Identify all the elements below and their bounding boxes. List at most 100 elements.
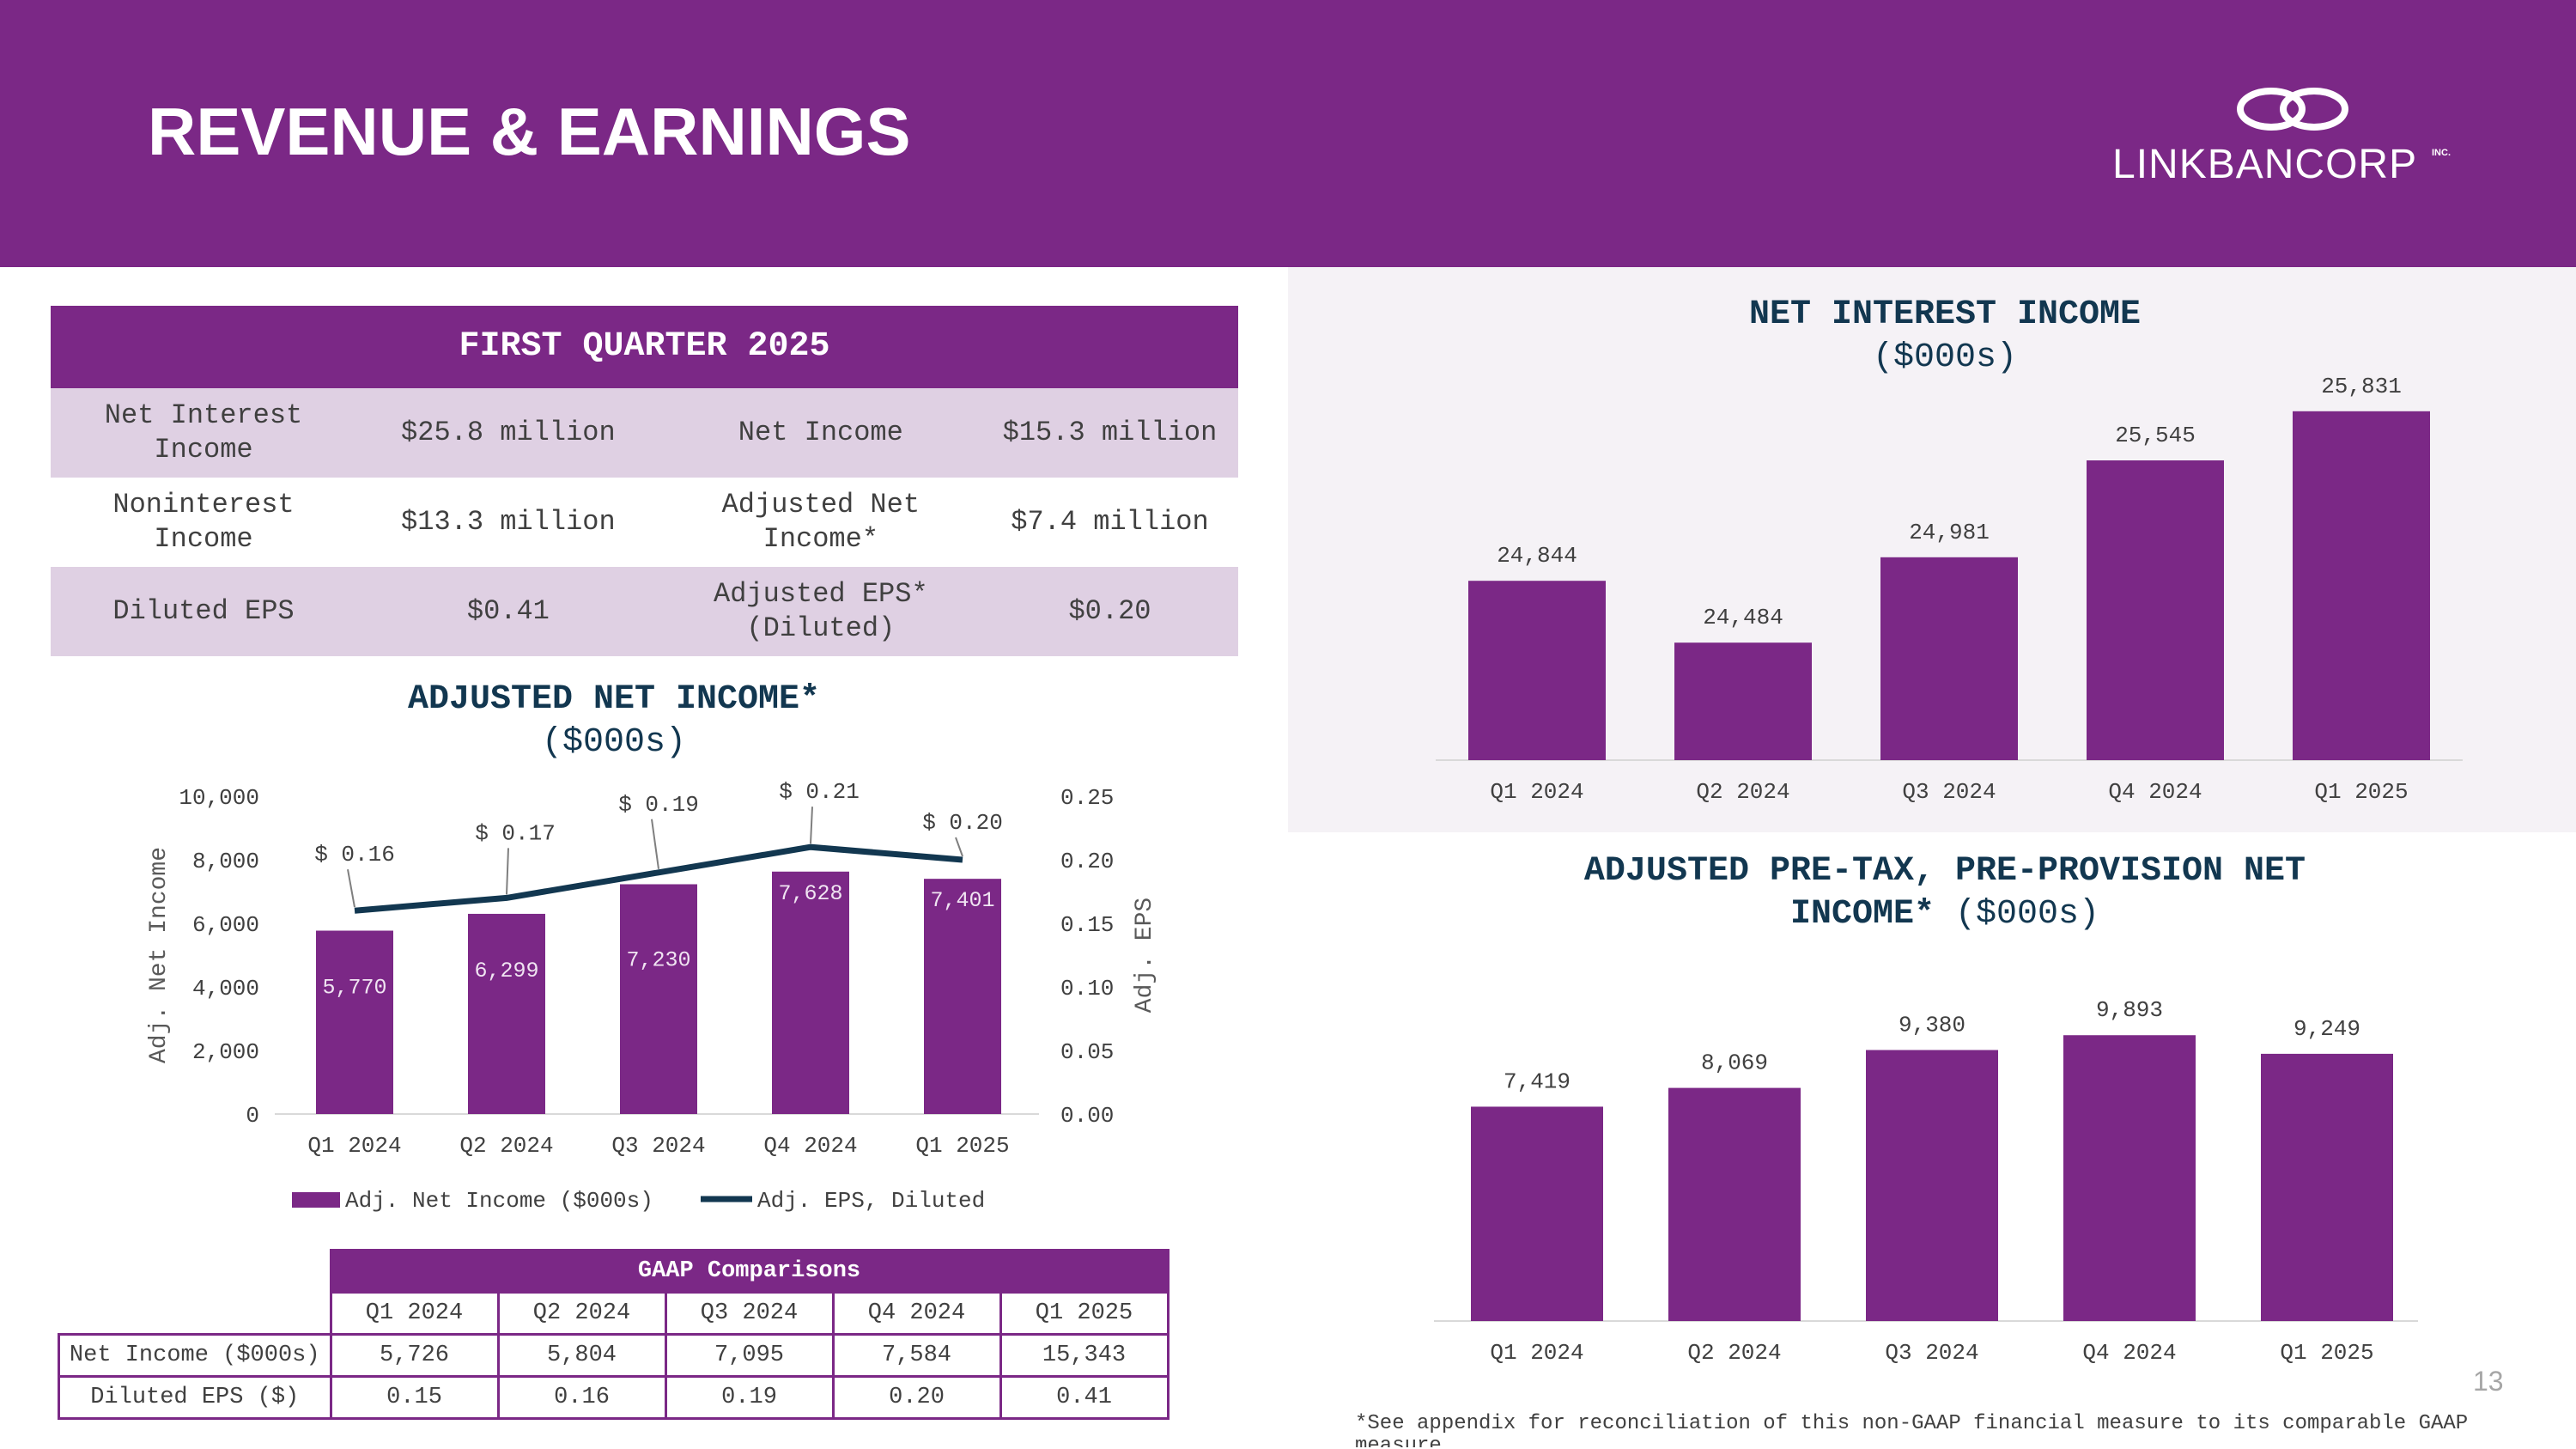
category-label: Q1 2025 — [2280, 1340, 2373, 1366]
y2-tick-label: 0.20 — [1060, 849, 1114, 874]
gaap-cell: 0.19 — [664, 1375, 835, 1420]
gaap-cell: 5,804 — [496, 1333, 667, 1378]
gaap-row-label: Net Income ($000s) — [58, 1333, 332, 1378]
y-tick-label: 10,000 — [179, 785, 259, 811]
y-tick-label: 0 — [246, 1103, 259, 1129]
eps-label: $ 0.20 — [922, 810, 1003, 836]
leader-line — [651, 819, 659, 869]
bar — [1468, 581, 1606, 760]
net-interest-income-chart: 24,844 Q1 2024 24,484 Q2 2024 24,981 Q3 2024 2… — [1436, 374, 2463, 805]
gaap-column-header: Q1 2024 — [329, 1291, 500, 1336]
category-label: Q1 2024 — [1490, 1340, 1583, 1366]
page-title: REVENUE & EARNINGS — [148, 94, 911, 169]
summary-cell: $7.4 million — [981, 478, 1238, 567]
nii-title-main: NET INTEREST INCOME — [1748, 295, 2142, 334]
gaap-column-header: Q3 2024 — [664, 1291, 835, 1336]
legend-label: Adj. Net Income ($000s) — [345, 1188, 653, 1214]
gaap-column-header: Q1 2025 — [999, 1291, 1170, 1336]
logo-text: LINKBANCORP — [2112, 142, 2418, 187]
leader-line — [347, 869, 355, 908]
bar — [1674, 642, 1812, 760]
adj-net-income-title: ADJUSTED NET INCOME* ($000s) — [206, 679, 1022, 764]
y2-tick-label: 0.10 — [1060, 976, 1114, 1002]
eps-label: $ 0.17 — [475, 820, 556, 846]
data-label: 7,401 — [930, 888, 994, 913]
bar — [1866, 1050, 1998, 1321]
bar — [2087, 460, 2224, 760]
data-label: 25,831 — [2321, 374, 2402, 399]
y2-tick-label: 0.15 — [1060, 912, 1114, 938]
data-label: 5,770 — [322, 976, 386, 1001]
y-tick-label: 2,000 — [192, 1039, 259, 1065]
gaap-row-label: Diluted EPS ($) — [58, 1375, 332, 1420]
bar — [468, 913, 545, 1114]
summary-cell: Net Income — [659, 388, 981, 478]
data-label: 24,981 — [1909, 520, 1990, 545]
bar — [316, 930, 393, 1114]
gaap-header-row: Q1 2024 Q2 2024 Q3 2024 Q4 2024 Q1 2025 — [59, 1291, 1170, 1336]
adj-net-income-title-main: ADJUSTED NET INCOME* — [407, 680, 821, 719]
category-label: Q4 2024 — [763, 1133, 857, 1159]
gaap-row: Diluted EPS ($) 0.15 0.16 0.19 0.20 0.41 — [58, 1375, 1170, 1420]
bar — [1880, 557, 2018, 760]
y-axis-label: Adj. Net Income — [146, 847, 173, 1063]
data-label: 6,299 — [474, 959, 538, 983]
bar — [1471, 1106, 1603, 1321]
data-label: 7,230 — [626, 947, 690, 972]
data-label: 25,545 — [2115, 423, 2196, 448]
legend-bar-swatch — [292, 1192, 340, 1208]
gaap-cell: 7,584 — [831, 1333, 1002, 1378]
y2-tick-label: 0.00 — [1060, 1103, 1114, 1129]
gaap-cell: 15,343 — [999, 1333, 1170, 1378]
category-label: Q2 2024 — [1687, 1340, 1781, 1366]
gaap-cell: 0.15 — [329, 1375, 500, 1420]
y2-tick-label: 0.05 — [1060, 1039, 1114, 1065]
summary-cell: Diluted EPS — [51, 567, 357, 656]
linked-rings-icon — [2237, 88, 2348, 131]
quarter-summary-table: FIRST QUARTER 2025 Net Interest Income $… — [51, 306, 1238, 656]
summary-cell: Adjusted EPS* (Diluted) — [659, 567, 981, 656]
leader-line — [506, 848, 509, 895]
gaap-cell: 0.20 — [831, 1375, 1002, 1420]
adj-net-income-title-sub: ($000s) — [541, 723, 687, 762]
summary-row: Noninterest Income $13.3 million Adjuste… — [51, 478, 1238, 567]
summary-cell: $0.20 — [981, 567, 1238, 656]
bar — [620, 884, 697, 1114]
data-label: 7,628 — [778, 881, 842, 906]
eps-line — [354, 843, 963, 914]
company-logo: LINKBANCORP INC. — [2112, 82, 2456, 194]
eps-label: $ 0.19 — [618, 792, 699, 818]
data-label: 8,069 — [1701, 1050, 1768, 1076]
legend-label: Adj. EPS, Diluted — [757, 1188, 985, 1214]
nii-title-sub: ($000s) — [1872, 338, 2018, 377]
summary-cell: $0.41 — [356, 567, 660, 656]
adj-net-income-chart: 0 2,000 4,000 6,000 8,000 10,000 0.00 0.05 0.10 0… — [146, 779, 1158, 1214]
data-label: 24,844 — [1497, 543, 1577, 569]
summary-cell: Net Interest Income — [51, 388, 357, 478]
summary-row: Diluted EPS $0.41 Adjusted EPS* (Diluted… — [51, 567, 1238, 656]
gaap-cell: 0.41 — [999, 1375, 1170, 1420]
data-label: 24,484 — [1703, 605, 1783, 630]
y-tick-label: 6,000 — [192, 912, 259, 938]
summary-cell: Noninterest Income — [51, 478, 357, 567]
bar — [2261, 1053, 2393, 1321]
pptnr-title-main: ADJUSTED PRE-TAX, PRE-PROVISION NET — [1583, 852, 2306, 891]
pptnr-title-sub: ($000s) — [1955, 895, 2100, 934]
category-label: Q3 2024 — [1885, 1340, 1978, 1366]
data-label: 9,380 — [1899, 1012, 1965, 1038]
y-tick-label: 8,000 — [192, 849, 259, 874]
bar — [924, 879, 1001, 1114]
bar — [1668, 1087, 1801, 1321]
header-bar: REVENUE & EARNINGS LINKBANCORP INC. — [0, 0, 2576, 267]
category-label: Q3 2024 — [1902, 779, 1996, 805]
y2-axis-label: Adj. EPS — [1132, 898, 1158, 1013]
page-number: 13 — [2473, 1366, 2504, 1397]
summary-cell: $25.8 million — [356, 388, 660, 478]
summary-cell: $15.3 million — [981, 388, 1238, 478]
gaap-cell: 0.16 — [496, 1375, 667, 1420]
category-label: Q2 2024 — [1696, 779, 1789, 805]
category-label: Q1 2025 — [2314, 779, 2408, 805]
eps-label: $ 0.21 — [779, 779, 860, 805]
category-label: Q4 2024 — [2108, 779, 2202, 805]
gaap-cell: 5,726 — [329, 1333, 500, 1378]
